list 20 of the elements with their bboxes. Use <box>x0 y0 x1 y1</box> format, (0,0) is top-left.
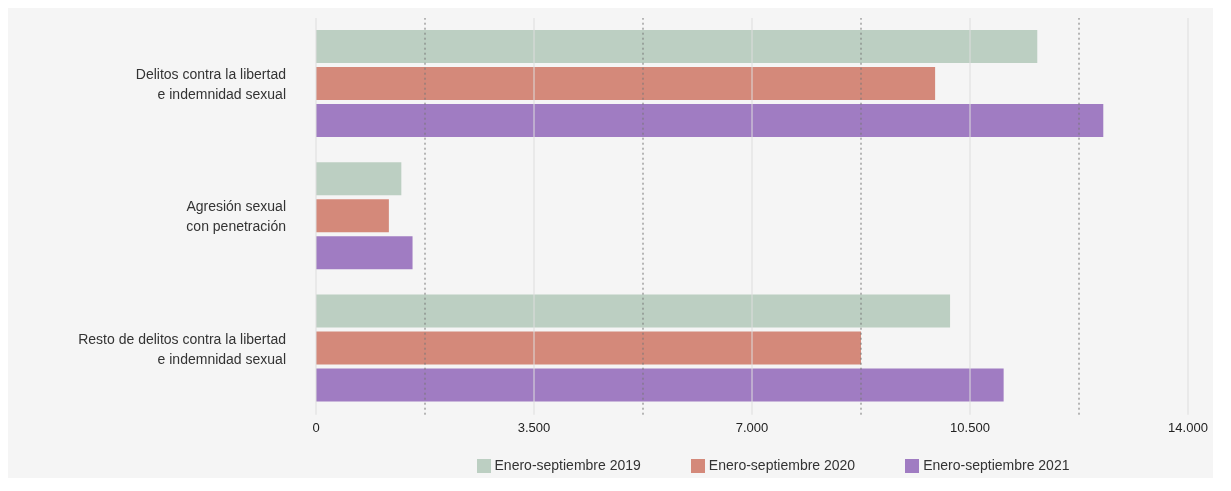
x-tick-label: 0 <box>312 419 320 435</box>
bar <box>316 368 1004 402</box>
legend-label: Enero-septiembre 2021 <box>923 456 1070 473</box>
legend-label: Enero-septiembre 2019 <box>494 456 641 473</box>
bar <box>316 67 936 100</box>
bar <box>316 30 1038 63</box>
x-tick-label: 3.500 <box>517 419 551 435</box>
y-tick-label: Delitos contra la libertad e indemnidad sexual <box>135 66 286 103</box>
bar <box>316 162 402 196</box>
x-tick-label: 14.000 <box>1168 419 1208 435</box>
x-tick-label: 7.000 <box>735 419 769 435</box>
bar <box>316 331 861 365</box>
bar <box>316 104 1104 137</box>
x-tick-label: 10.500 <box>950 419 990 435</box>
y-tick-label: Agresión sexual con penetración <box>186 198 286 235</box>
legend-label: Enero-septiembre 2020 <box>708 456 856 473</box>
bar <box>316 199 389 233</box>
y-tick-label: Resto de delitos contra la libertad e indemnidad sexual <box>78 330 286 367</box>
bar <box>316 236 413 270</box>
bar <box>316 294 951 328</box>
